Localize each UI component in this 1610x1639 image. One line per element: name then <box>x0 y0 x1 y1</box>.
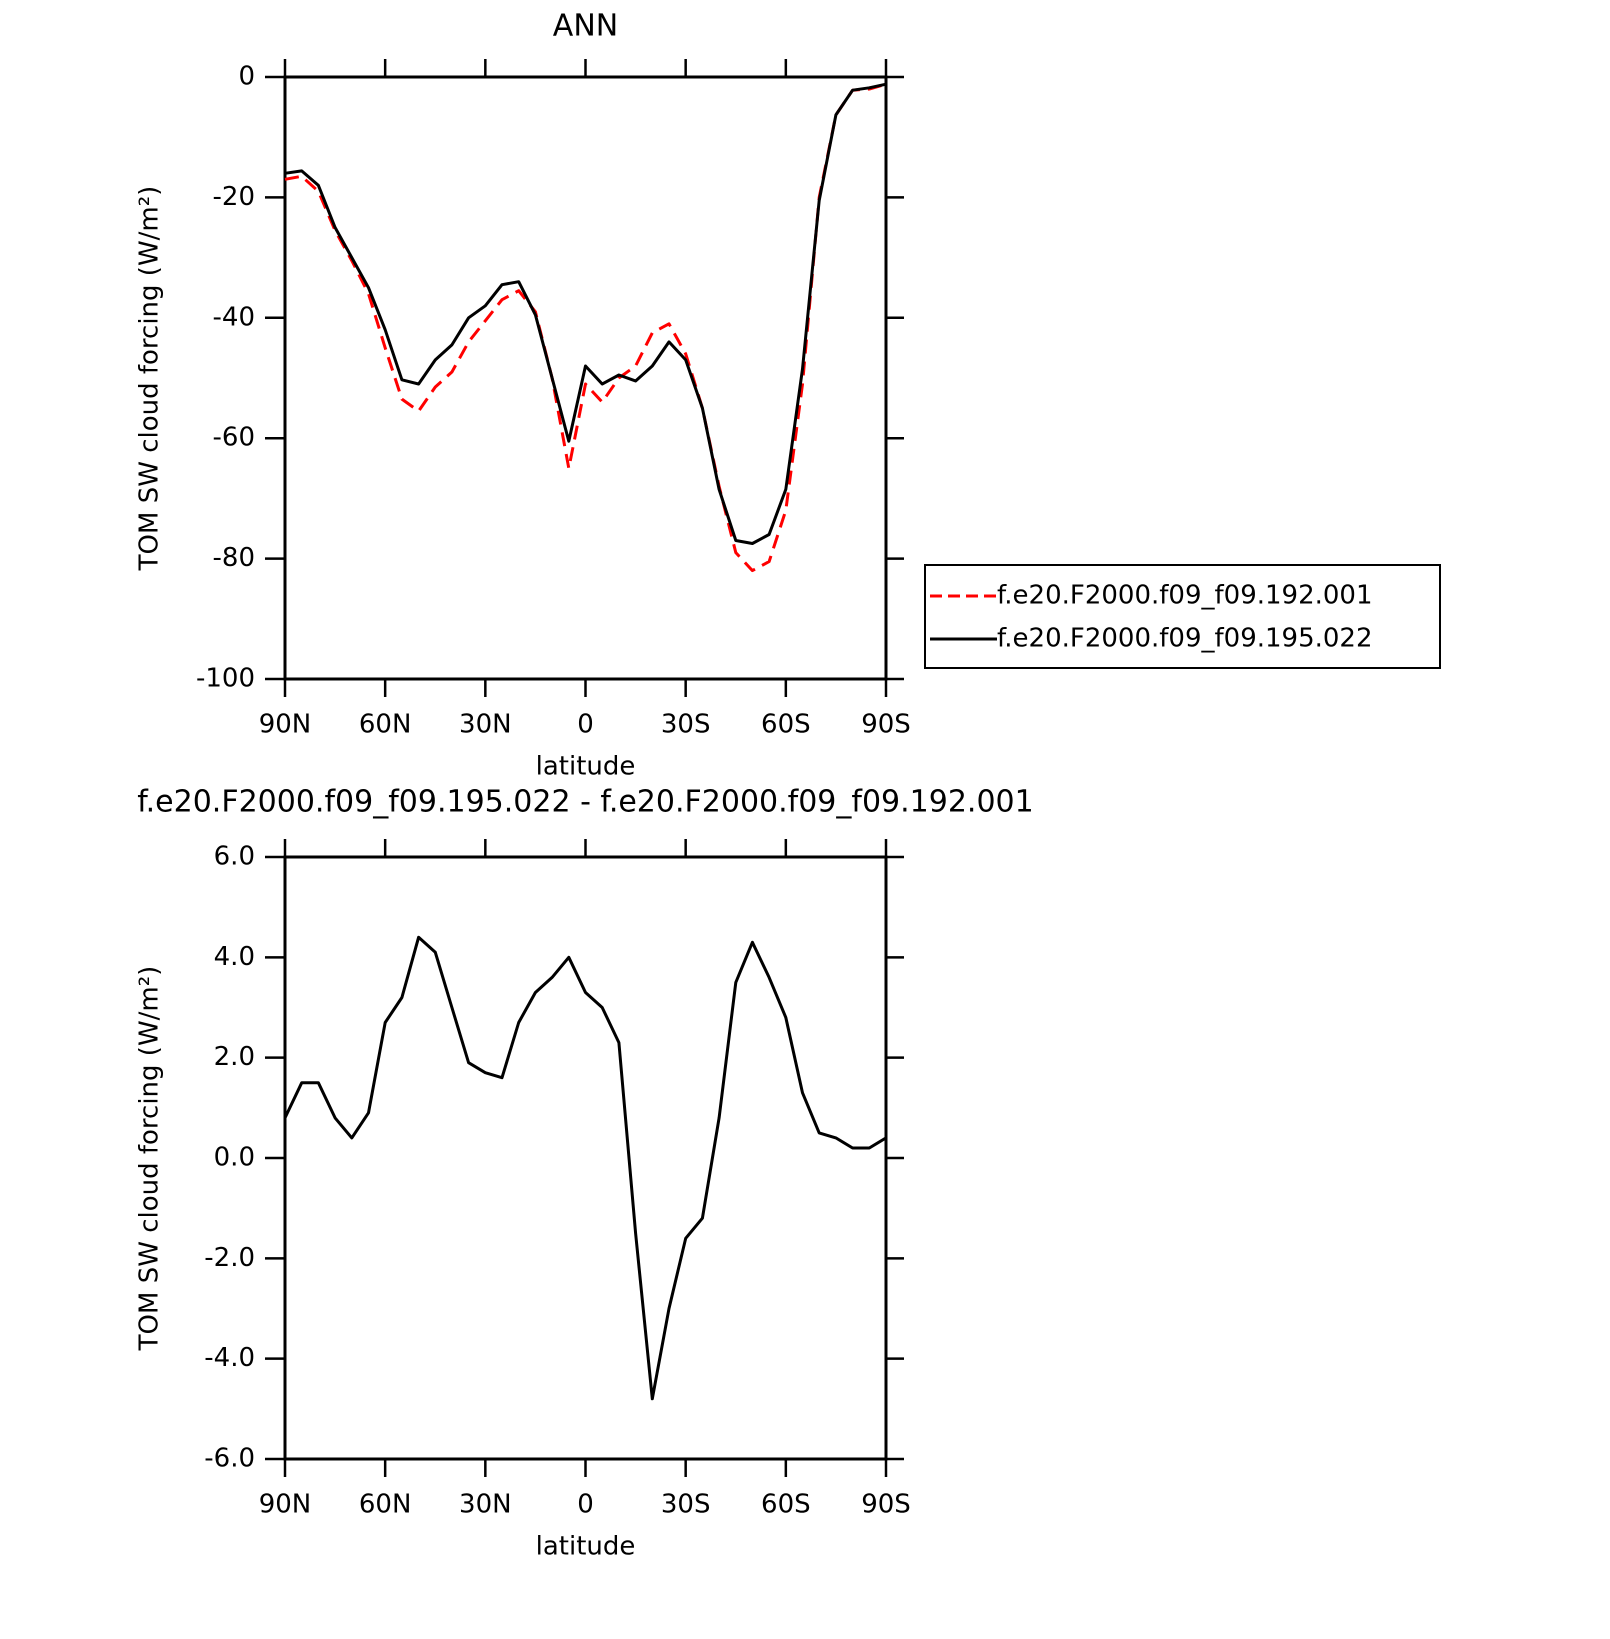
x-tick-label: 0 <box>577 710 594 740</box>
y-tick-label: -20 <box>213 182 255 212</box>
x-tick-label: 60S <box>761 710 811 740</box>
x-axis-label: latitude <box>536 1532 636 1562</box>
y-tick-label: -40 <box>213 302 255 332</box>
x-tick-label: 90S <box>861 710 911 740</box>
legend-label: f.e20.F2000.f09_f09.192.001 <box>997 581 1373 611</box>
y-tick-label: 2.0 <box>214 1042 255 1072</box>
x-tick-label: 60S <box>761 1490 811 1520</box>
x-tick-label: 30N <box>459 710 512 740</box>
x-tick-label: 30S <box>661 1490 711 1520</box>
y-tick-label: -2.0 <box>204 1243 255 1273</box>
y-tick-label: -80 <box>213 543 255 573</box>
y-tick-label: -100 <box>196 664 255 694</box>
x-tick-label: 60N <box>359 1490 412 1520</box>
x-tick-label: 30S <box>661 710 711 740</box>
chart-title: f.e20.F2000.f09_f09.195.022 - f.e20.F200… <box>137 785 1033 820</box>
legend-box <box>924 564 1441 669</box>
y-tick-label: 0.0 <box>214 1143 255 1173</box>
plot-frame <box>283 75 888 681</box>
y-tick-label: 0 <box>238 62 255 92</box>
x-tick-label: 30N <box>459 1490 512 1520</box>
x-tick-label: 0 <box>577 1490 594 1520</box>
data-line <box>284 82 887 573</box>
y-axis-label: TOM SW cloud forcing (W/m²) <box>135 186 165 572</box>
y-tick-label: -6.0 <box>204 1444 255 1474</box>
data-line <box>284 82 887 545</box>
x-tick-label: 90N <box>259 710 312 740</box>
x-tick-label: 90N <box>259 1490 312 1520</box>
chart-title: ANN <box>553 9 618 44</box>
y-axis-label: TOM SW cloud forcing (W/m²) <box>135 966 165 1352</box>
x-tick-label: 90S <box>861 1490 911 1520</box>
plot-frame <box>283 855 888 1461</box>
y-tick-label: 6.0 <box>214 842 255 872</box>
x-tick-label: 60N <box>359 710 412 740</box>
data-line <box>283 935 887 1401</box>
legend-label: f.e20.F2000.f09_f09.195.022 <box>997 624 1373 654</box>
x-axis-label: latitude <box>536 752 636 782</box>
y-tick-label: -4.0 <box>204 1343 255 1373</box>
y-tick-label: -60 <box>213 423 255 453</box>
y-tick-label: 4.0 <box>214 942 255 972</box>
